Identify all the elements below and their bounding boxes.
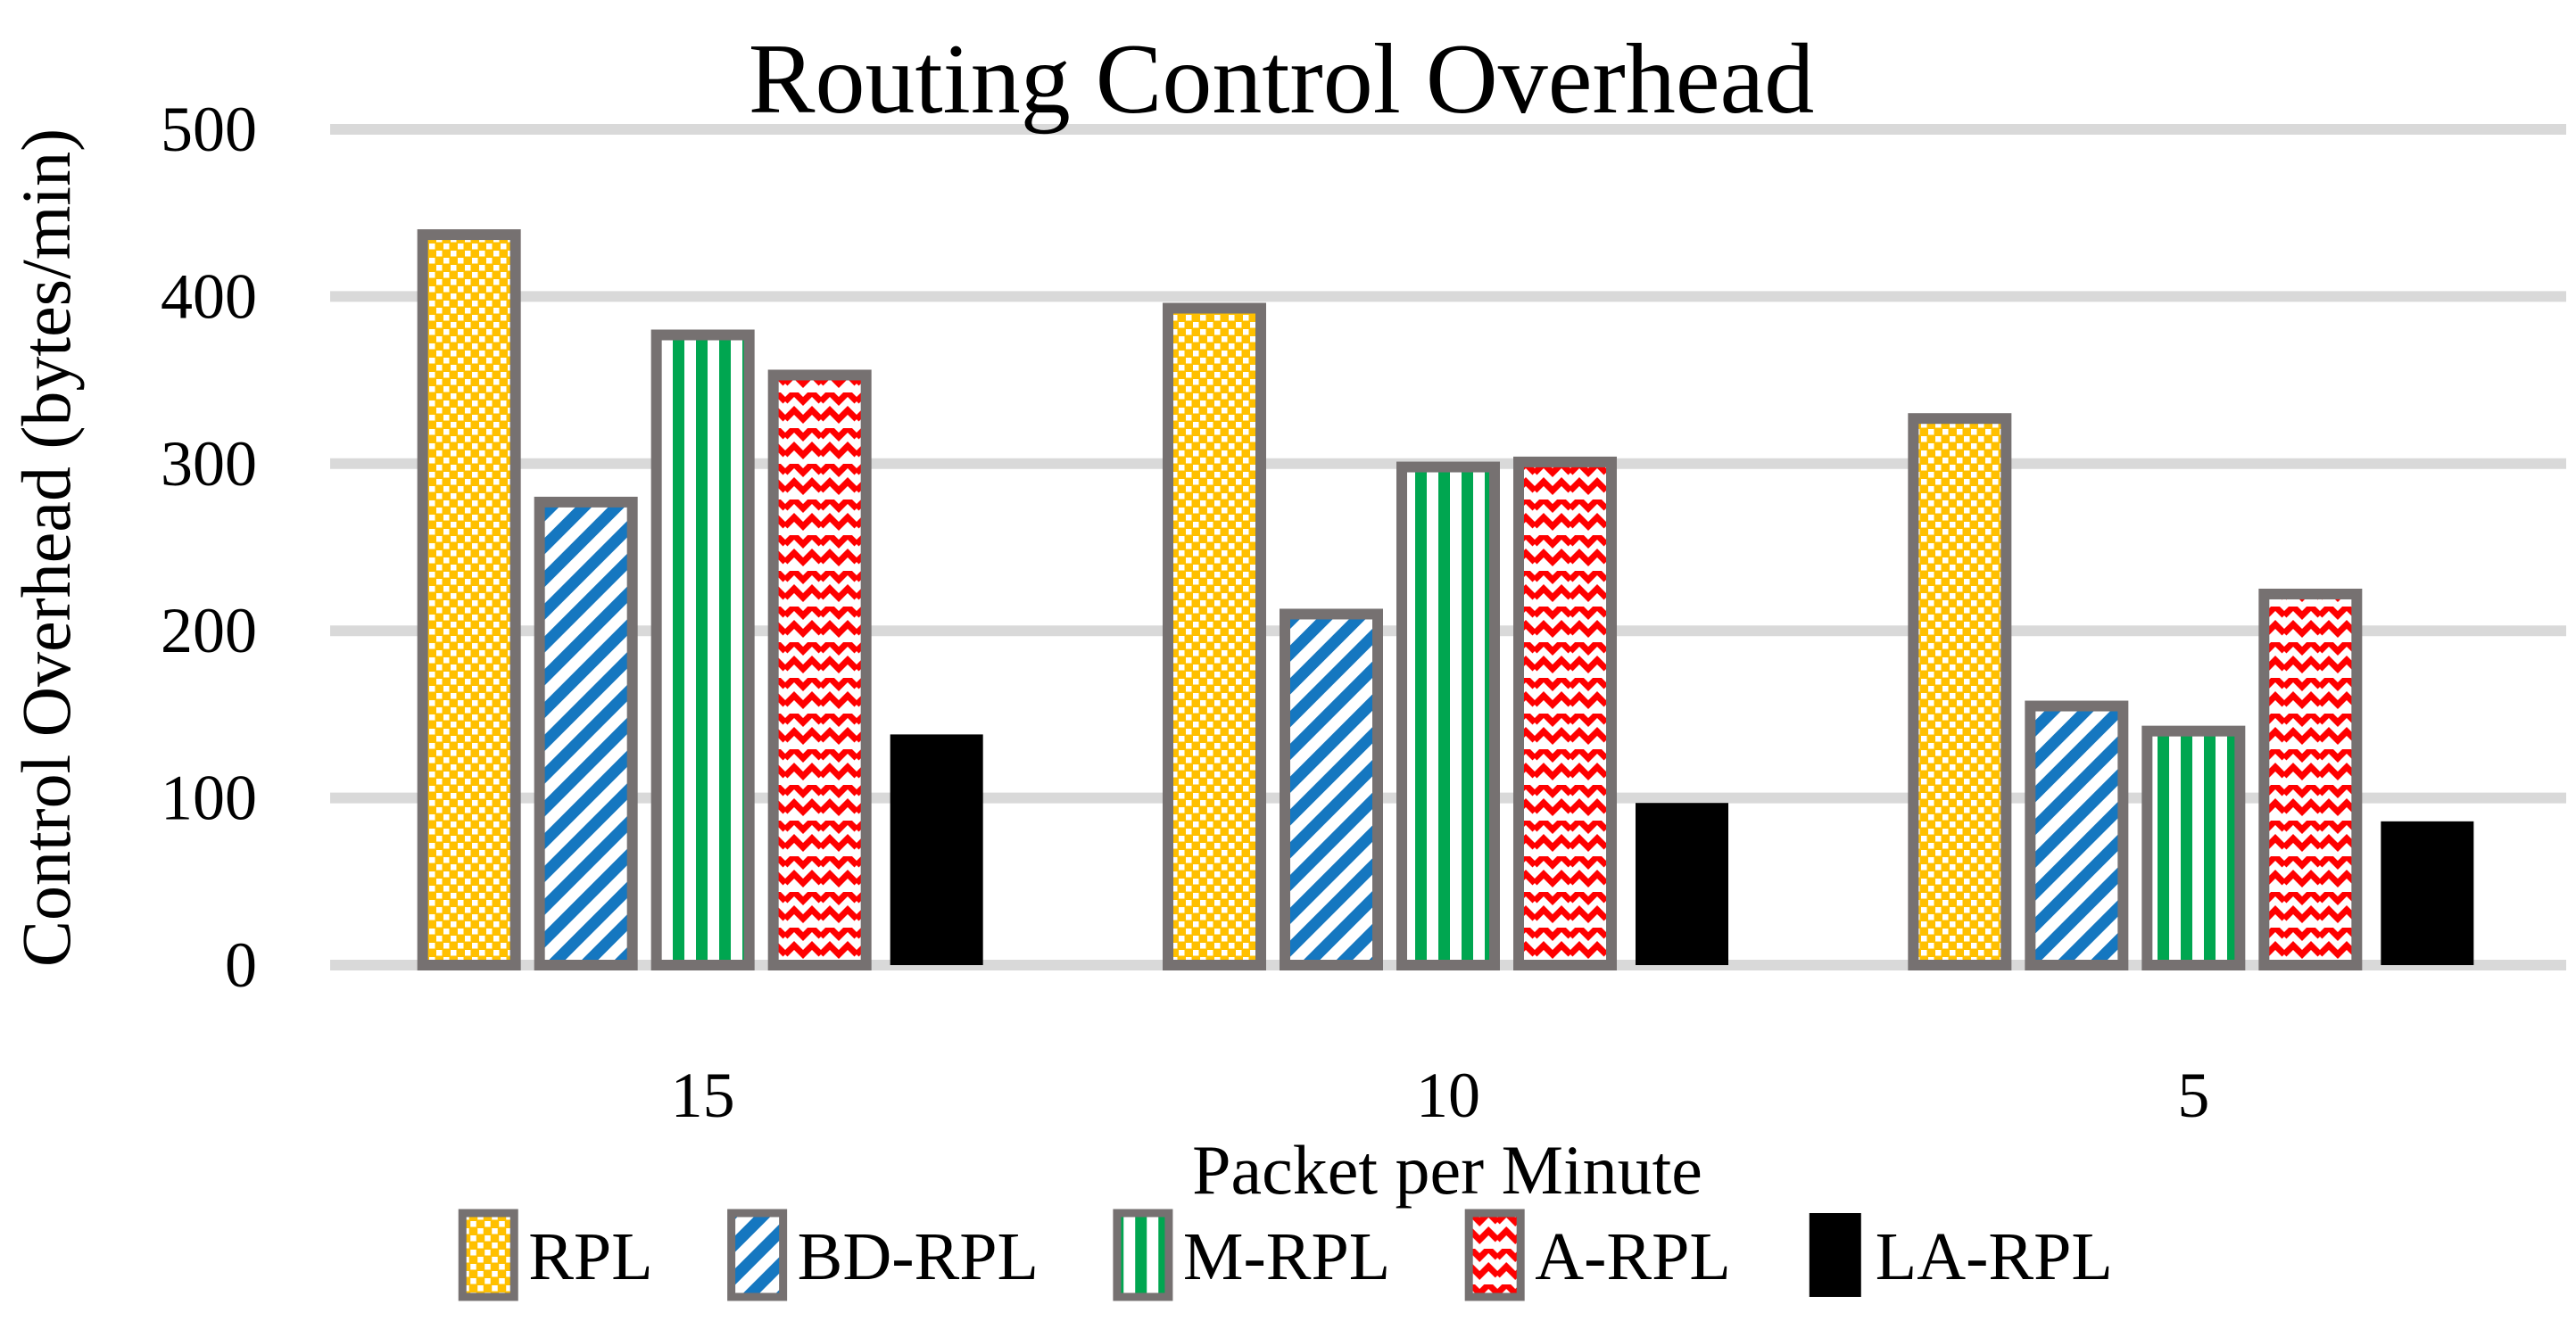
bar-A-RPL-15 <box>767 369 872 970</box>
legend-label-RPL: RPL <box>528 1219 652 1294</box>
bar-BD-RPL-15 <box>534 496 638 970</box>
y-tick-labels: 0 100 200 300 400 500 <box>161 94 257 1001</box>
bars <box>417 229 2474 971</box>
legend-swatch-A-RPL <box>1464 1209 1525 1301</box>
legend-item-RPL: RPL <box>458 1209 653 1301</box>
legend-swatch-BD-RPL <box>727 1209 788 1301</box>
bar-A-RPL-5 <box>2258 588 2363 970</box>
x-tick-5: 5 <box>2177 1060 2209 1131</box>
x-axis-title: Packet per Minute <box>1192 1131 1702 1209</box>
y-tick-300: 300 <box>161 428 257 500</box>
y-axis-title: Control Overhead (bytes/min) <box>7 128 85 967</box>
bar-RPL-10 <box>1163 302 1266 970</box>
bar-LA-RPL-5 <box>2381 821 2474 965</box>
legend-item-M-RPL: M-RPL <box>1113 1209 1390 1301</box>
legend-swatch-LA-RPL <box>1809 1213 1861 1297</box>
y-tick-100: 100 <box>161 763 257 834</box>
legend-label-M-RPL: M-RPL <box>1183 1219 1390 1294</box>
bar-A-RPL-10 <box>1513 456 1617 970</box>
legend-label-LA-RPL: LA-RPL <box>1876 1219 2113 1294</box>
y-tick-400: 400 <box>161 260 257 332</box>
legend: RPL BD-RPL M-RPL A-RPL LA-RPL <box>458 1209 2113 1301</box>
x-tick-15: 15 <box>671 1060 735 1131</box>
legend-label-A-RPL: A-RPL <box>1535 1219 1731 1294</box>
bar-RPL-5 <box>1908 413 2012 970</box>
y-tick-500: 500 <box>161 94 257 165</box>
x-tick-10: 10 <box>1416 1060 1480 1131</box>
bar-LA-RPL-10 <box>1636 803 1728 965</box>
legend-swatch-RPL <box>458 1209 518 1301</box>
legend-label-BD-RPL: BD-RPL <box>798 1219 1039 1294</box>
bar-LA-RPL-15 <box>890 734 983 965</box>
legend-item-A-RPL: A-RPL <box>1464 1209 1731 1301</box>
y-tick-0: 0 <box>225 929 257 1001</box>
bar-M-RPL-15 <box>650 329 755 970</box>
legend-item-BD-RPL: BD-RPL <box>727 1209 1039 1301</box>
chart-title: Routing Control Overhead <box>749 24 1814 135</box>
y-tick-200: 200 <box>161 595 257 666</box>
x-tick-labels: 15 10 5 <box>671 1060 2210 1131</box>
bar-RPL-15 <box>417 229 521 970</box>
legend-item-LA-RPL: LA-RPL <box>1809 1213 2113 1297</box>
bar-M-RPL-10 <box>1396 461 1500 970</box>
bar-M-RPL-5 <box>2141 725 2246 970</box>
bar-BD-RPL-10 <box>1280 608 1383 971</box>
bar-BD-RPL-5 <box>2025 700 2129 971</box>
legend-swatch-M-RPL <box>1113 1209 1173 1301</box>
